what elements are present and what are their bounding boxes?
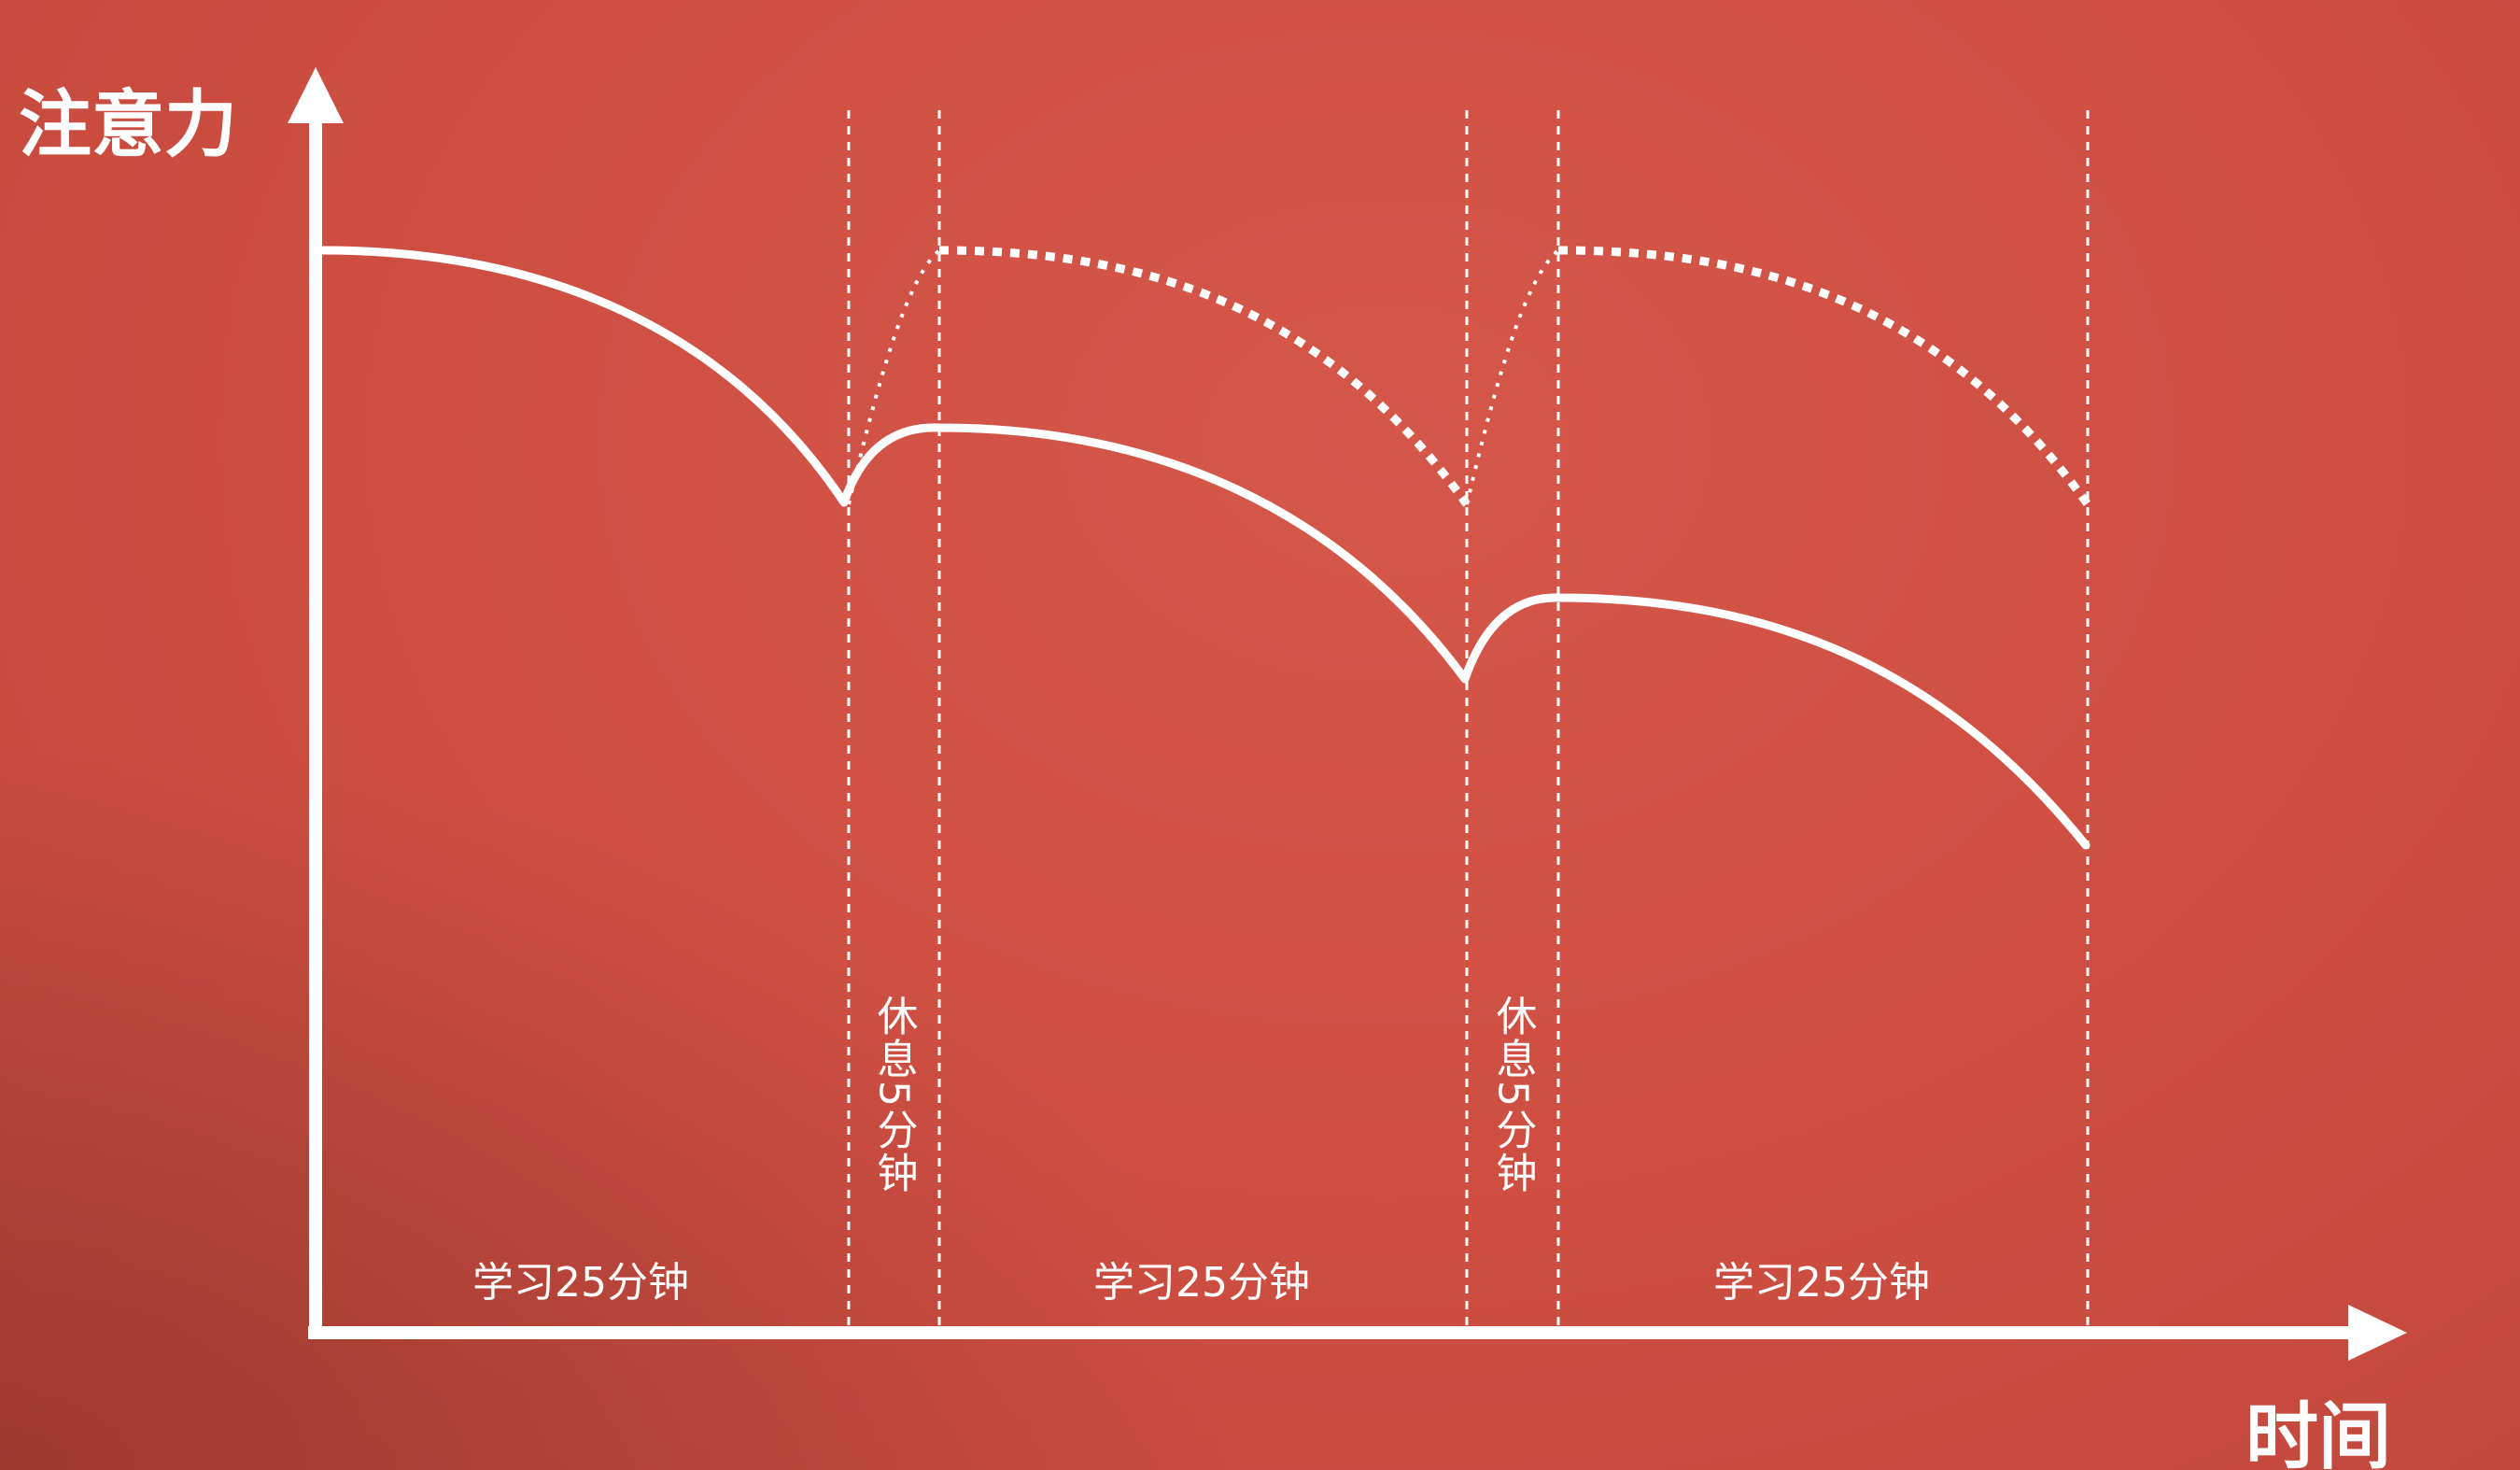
phase-boundaries bbox=[847, 110, 2090, 1326]
potential-attention-curves bbox=[847, 246, 2091, 507]
y-axis-arrow bbox=[288, 67, 344, 123]
x-axis-arrow bbox=[2348, 1305, 2407, 1361]
phase-label-study-3: 学习25分钟 bbox=[1713, 1259, 1930, 1307]
potential-curve-3 bbox=[1557, 246, 2091, 507]
y-axis-label: 注意力 bbox=[19, 83, 237, 167]
potential-recovery-2 bbox=[1465, 248, 1560, 505]
phase-label-study-1: 学习25分钟 bbox=[472, 1259, 689, 1307]
phase-label-rest-2: 休息5分钟 bbox=[1489, 995, 1538, 1194]
phase-label-study-2: 学习25分钟 bbox=[1093, 1259, 1310, 1307]
potential-curve-2 bbox=[938, 246, 1471, 507]
phase-label-rest-1: 休息5分钟 bbox=[870, 995, 919, 1194]
attention-curve bbox=[317, 246, 2091, 850]
x-axis-label: 时间 bbox=[2245, 1395, 2391, 1470]
